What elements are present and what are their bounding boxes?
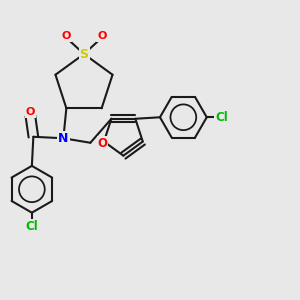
Text: O: O bbox=[26, 107, 35, 117]
Text: N: N bbox=[58, 132, 69, 145]
Text: S: S bbox=[80, 47, 88, 61]
Text: O: O bbox=[98, 136, 107, 150]
Text: Cl: Cl bbox=[26, 220, 38, 233]
Text: O: O bbox=[61, 31, 71, 41]
Text: Cl: Cl bbox=[215, 111, 228, 124]
Text: O: O bbox=[97, 31, 107, 41]
